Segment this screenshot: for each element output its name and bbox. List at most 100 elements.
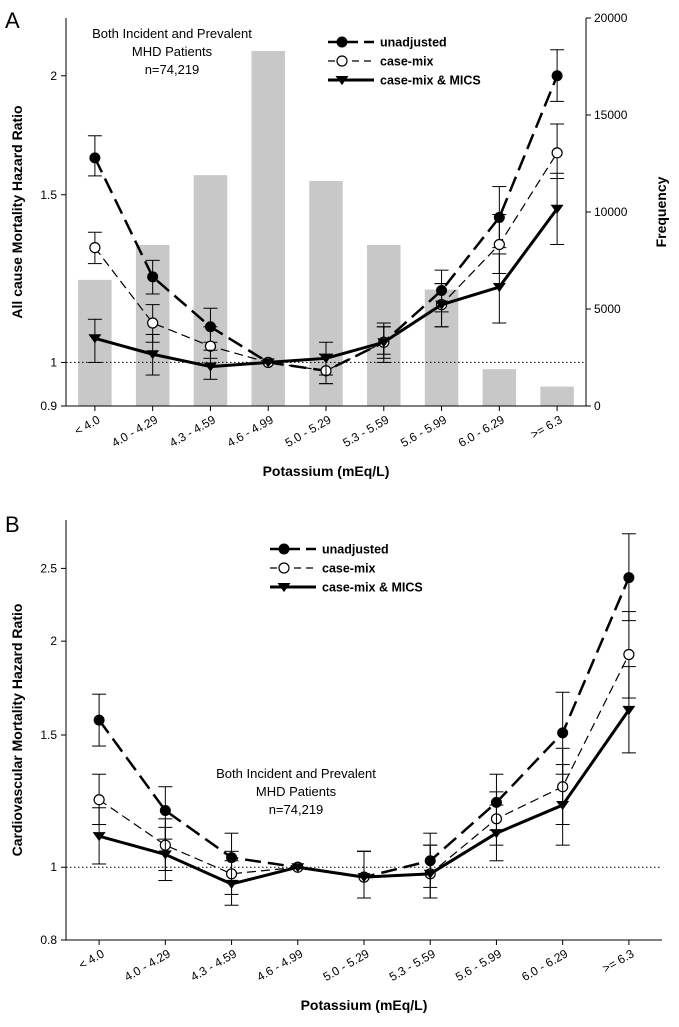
legend-label: unadjusted — [322, 543, 389, 557]
data-point — [492, 283, 506, 293]
x-tick-label: 4.6 - 4.99 — [225, 412, 276, 450]
annotation-line: Both Incident and Prevalent — [92, 26, 252, 41]
data-point — [489, 829, 503, 839]
legend-marker — [278, 562, 290, 574]
data-point — [147, 317, 159, 329]
y-tick-label: 1 — [50, 860, 57, 874]
x-tick-label: >= 6.3 — [528, 412, 565, 441]
legend-label: case-mix — [322, 562, 376, 576]
data-point — [622, 705, 636, 715]
legend-marker — [278, 543, 290, 555]
frequency-bar — [540, 386, 574, 406]
legend: unadjusted case-mix case-mix & MICS — [328, 36, 481, 88]
series-case-mix-mics — [92, 666, 636, 906]
data-point — [556, 801, 570, 811]
y2-axis-label: Frequency — [653, 176, 669, 247]
data-point — [203, 362, 217, 372]
y-tick-label: 1 — [50, 355, 57, 369]
data-point — [93, 714, 105, 726]
x-tick-label: 4.6 - 4.99 — [254, 946, 305, 984]
panel-letter: A — [5, 8, 20, 33]
data-point — [159, 804, 171, 816]
x-tick-label: 6.0 - 6.29 — [456, 412, 507, 450]
y2-tick-label: 0 — [594, 399, 601, 413]
y-tick-label: 0.9 — [40, 399, 57, 413]
data-point — [225, 879, 239, 890]
y-tick-label: 2 — [50, 69, 57, 83]
data-point — [435, 300, 449, 310]
annotation-line: Both Incident and Prevalent — [216, 766, 376, 781]
series-line — [94, 152, 558, 372]
data-point — [493, 238, 505, 251]
data-point — [291, 863, 305, 873]
data-point — [88, 334, 102, 344]
legend-marker — [336, 36, 348, 48]
data-point — [423, 869, 437, 879]
chart-panel-b: B 0.8 1 1.5 2 2.5 < 4.0 4.0 - 4.29 4.3 - 4.59 4.6… — [5, 512, 662, 1013]
x-axis-label: Potassium (mEq/L) — [263, 463, 390, 479]
y-tick-label: 1.5 — [40, 188, 57, 202]
frequency-bar — [482, 369, 517, 406]
x-tick-label: 4.0 - 4.29 — [122, 946, 173, 984]
x-tick-label: < 4.0 — [76, 946, 107, 972]
x-tick-label: 5.0 - 5.29 — [321, 946, 372, 984]
data-point — [377, 338, 391, 348]
panel-letter: B — [5, 512, 20, 537]
x-tick-label: 5.6 - 5.99 — [453, 946, 504, 984]
x-tick-label: 5.6 - 5.99 — [398, 412, 449, 450]
x-tick-label: 5.3 - 5.59 — [340, 412, 391, 450]
frequency-bar — [251, 50, 285, 406]
data-point — [623, 648, 635, 661]
annotation-line: n=74,219 — [269, 802, 324, 817]
data-point — [92, 832, 106, 842]
legend-label: unadjusted — [380, 36, 447, 50]
series-line — [98, 577, 631, 879]
legend-marker — [277, 582, 291, 593]
x-tick-label: < 4.0 — [72, 412, 103, 438]
legend-marker — [336, 55, 348, 67]
data-point — [623, 572, 635, 584]
data-point — [551, 147, 563, 159]
data-point — [319, 354, 333, 364]
y-tick-label: 2.5 — [40, 561, 57, 575]
y-tick-label: 1.5 — [40, 728, 57, 742]
y2-tick-label: 10000 — [594, 205, 628, 219]
data-point — [89, 242, 101, 254]
data-point — [147, 271, 159, 283]
y-axis-label: All cause Mortality Hazard Ratio — [9, 105, 25, 318]
annotation-line: MHD Patients — [132, 44, 213, 59]
data-point — [93, 794, 105, 806]
y2-tick-label: 20000 — [594, 11, 628, 25]
y-tick-label: 2 — [50, 634, 57, 648]
legend-label: case-mix & MICS — [380, 74, 481, 88]
legend: unadjusted case-mix case-mix & MICS — [270, 543, 423, 595]
data-point — [158, 850, 172, 860]
x-tick-label: 4.3 - 4.59 — [188, 946, 239, 984]
legend-label: case-mix & MICS — [322, 581, 423, 595]
data-point — [557, 727, 569, 739]
x-tick-label: 5.0 - 5.29 — [283, 412, 334, 450]
data-point — [261, 358, 275, 368]
x-axis-label: Potassium (mEq/L) — [301, 997, 428, 1013]
legend-marker — [335, 75, 349, 86]
data-point — [89, 152, 101, 164]
x-tick-label: 6.0 - 6.29 — [519, 946, 570, 984]
chart-panel-a: A 0.9 1 1.5 2 0 5000 10000 15000 20000 < 4.0 4.0 - … — [5, 8, 669, 479]
annotation-line: MHD Patients — [256, 784, 337, 799]
data-point — [357, 873, 371, 883]
data-point — [146, 350, 160, 360]
x-tick-label: 4.3 - 4.59 — [167, 412, 218, 450]
x-tick-label: 4.0 - 4.29 — [109, 412, 160, 450]
legend-label: case-mix — [380, 55, 434, 69]
x-tick-label: 5.3 - 5.59 — [387, 946, 438, 984]
data-point — [551, 70, 563, 82]
data-point — [550, 204, 564, 214]
y-tick-label: 0.8 — [40, 933, 57, 947]
y-axis-label: Cardiovascular Mortality Hazard Ratio — [9, 604, 25, 857]
x-tick-label: >= 6.3 — [600, 946, 637, 975]
y2-tick-label: 5000 — [594, 302, 621, 316]
series-case-mix-mics — [87, 172, 565, 380]
y2-tick-label: 15000 — [594, 108, 628, 122]
annotation-line: n=74,219 — [145, 62, 200, 77]
